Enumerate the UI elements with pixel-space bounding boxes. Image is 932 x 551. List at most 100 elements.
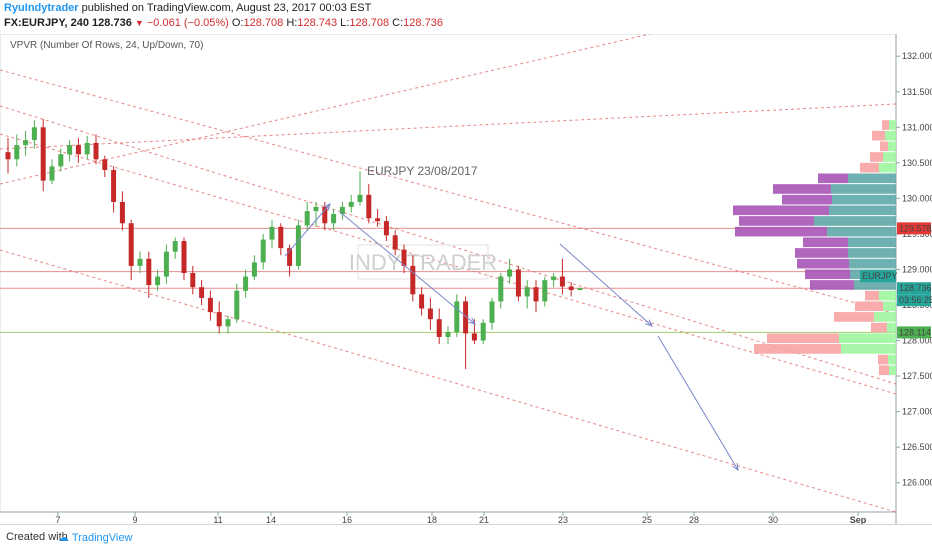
y-tick-label: 129.000 (902, 264, 932, 274)
last-price: 128.736 (92, 17, 132, 29)
ohlc-open-value: 128.708 (243, 17, 284, 29)
candle-body (463, 301, 469, 334)
candle-body (137, 258, 143, 266)
volume-bar-up (874, 312, 896, 322)
candle-body (75, 145, 81, 155)
candle-body (568, 286, 574, 291)
candle-body (31, 127, 37, 141)
candle-body (392, 235, 398, 250)
candle-body (199, 287, 205, 298)
price-label-bg (897, 222, 931, 235)
candle-body (436, 319, 442, 337)
y-tick-label: 132.000 (902, 51, 932, 61)
candles-layer (5, 118, 583, 369)
volume-bar-down (880, 141, 888, 152)
publish-line: RyuIndytrader published on TradingView.c… (4, 2, 371, 14)
volume-bar-up (888, 354, 896, 365)
ohlc-close-value: 128.736 (403, 17, 443, 29)
candle-body (357, 194, 363, 202)
arrow-head (645, 319, 653, 327)
price-change: −0.061 (−0.05%) (146, 17, 229, 29)
ohlc-high-label: H: (286, 17, 298, 29)
volume-bar-down (870, 152, 883, 162)
price-label-bg (897, 294, 931, 307)
tradingview-brand: TradingView (71, 532, 133, 544)
candle-body (507, 269, 513, 277)
volume-bar-down (818, 173, 848, 184)
volume-bar-down (803, 237, 848, 248)
x-tick-label: 25 (642, 515, 652, 524)
candle-body (419, 294, 425, 309)
y-tick-label: 127.500 (902, 371, 932, 381)
volume-bar-down (878, 354, 888, 365)
volume-bar-up (879, 162, 896, 173)
direction-arrow (559, 243, 653, 327)
x-tick-label: Sep (850, 515, 867, 524)
y-tick-label: 128.000 (902, 336, 932, 346)
indicator-label[interactable]: VPVR (Number Of Rows, 24, Up/Down, 70) (10, 40, 203, 51)
price-label-bg (897, 326, 931, 339)
x-tick-label: 11 (213, 515, 222, 524)
ohlc-low-value: 128.708 (349, 17, 390, 29)
candle-body (111, 169, 117, 202)
price-label-text: 129.578 (899, 223, 932, 233)
volume-bar-up (883, 301, 896, 312)
x-tick-label: 14 (266, 515, 276, 524)
candle-body (14, 145, 20, 160)
published-text: published on TradingView.com, August 23,… (81, 2, 372, 14)
volume-bar-down (860, 162, 879, 173)
tradingview-logo[interactable]: ☁ TradingView (58, 531, 132, 544)
y-tick-label: 130.500 (902, 158, 932, 168)
symbol-line: FX:EURJPY, 240 128.736 ▼ −0.061 (−0.05%)… (4, 17, 443, 29)
candle-body (410, 265, 416, 295)
symbol-label: FX:EURJPY, 240 (4, 17, 89, 29)
volume-bar-up (827, 226, 896, 237)
candle-body (269, 226, 275, 240)
candle-body (155, 276, 161, 286)
candle-body (93, 142, 99, 160)
candle-body (366, 194, 372, 219)
chart-area[interactable]: INDY TRADER EURJPY 23/08/2017 VPVR (Numb… (0, 34, 932, 524)
volume-bar-up (829, 205, 896, 216)
candle-body (49, 166, 55, 181)
arrow-head (323, 203, 331, 211)
arrows-layer (284, 203, 739, 472)
volume-bar-down (739, 216, 814, 226)
volume-bar-down (773, 184, 831, 194)
candle-body (375, 218, 381, 222)
candle-body (260, 239, 266, 263)
y-tick-label: 131.000 (902, 122, 932, 132)
direction-arrow (284, 203, 331, 257)
ohlc-close-label: C: (392, 17, 404, 29)
volume-bar-up (848, 248, 896, 258)
candle-body (207, 297, 213, 313)
volume-bar-down (805, 269, 850, 280)
price-chart[interactable]: INDY TRADER EURJPY 23/08/2017 VPVR (Numb… (0, 34, 932, 524)
watermark-frame (357, 244, 489, 280)
x-axis[interactable]: 7 9 11 14 16 18 21 23 25 28 30 Sep (55, 512, 867, 524)
chart-annotation[interactable]: EURJPY 23/08/2017 (367, 164, 478, 178)
volume-bar-up (879, 290, 896, 301)
candle-body (251, 262, 257, 277)
y-tick-label: 130.000 (902, 193, 932, 203)
volume-bar-up (887, 322, 896, 333)
candle-body (5, 152, 11, 160)
candle-body (181, 241, 187, 273)
volume-bar-up (849, 258, 896, 269)
volume-bar-down (767, 333, 839, 344)
candle-body (304, 211, 310, 226)
candle-body (551, 276, 557, 281)
trend-line (0, 69, 897, 315)
candle-body (524, 287, 530, 297)
volume-bar-down (871, 322, 887, 333)
y-axis[interactable]: 132.000 131.500 131.000 130.500 130.000 129.5… (896, 51, 932, 488)
ohlc-low-label: L: (340, 17, 350, 29)
volume-bar-down (795, 248, 848, 258)
y-tick-label: 126.000 (902, 478, 932, 488)
author-link[interactable]: RyuIndytrader (4, 2, 79, 14)
candle-body (23, 140, 29, 146)
candle-body (58, 154, 64, 167)
volume-bar-up (841, 344, 896, 354)
candle-body (445, 331, 451, 337)
